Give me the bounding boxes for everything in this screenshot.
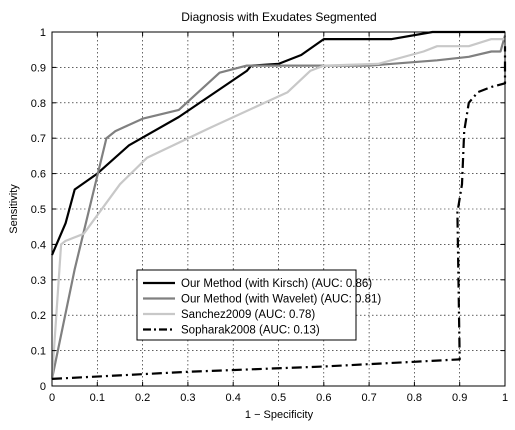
x-tick-label: 0	[49, 392, 55, 404]
x-tick-label: 1	[502, 392, 508, 404]
legend: Our Method (with Kirsch) (AUC: 0.86) Our …	[136, 269, 381, 341]
x-tick-label: 0.4	[226, 392, 241, 404]
grid	[52, 32, 505, 386]
legend-label-4: Sopharak2008 (AUC: 0.13)	[181, 325, 320, 337]
x-tick-label: 0.3	[180, 392, 195, 404]
y-tick-label: 0.4	[31, 239, 46, 251]
y-tick-label: 0	[40, 381, 46, 393]
series-line-4	[51, 46, 507, 380]
chart-title: Diagnosis with Exudates Segmented	[181, 10, 376, 24]
series-line-2	[50, 35, 507, 380]
y-tick-label: 0.8	[31, 98, 46, 110]
legend-box	[136, 269, 357, 341]
x-tick-label: 0.6	[316, 392, 331, 404]
y-axis-label: Sensitivity	[8, 184, 20, 234]
series-layer	[50, 30, 507, 380]
series-line-1	[50, 30, 505, 256]
legend-label-1: Our Method (with Kirsch) (AUC: 0.86)	[181, 278, 372, 290]
series-line-3	[50, 37, 505, 379]
y-tick-label: 0.2	[31, 310, 46, 322]
x-tick-label: 0.7	[361, 392, 376, 404]
x-tick-label: 0.2	[135, 392, 150, 404]
x-tick-label: 0.9	[452, 392, 467, 404]
legend-label-2: Our Method (with Wavelet) (AUC: 0.81)	[181, 294, 381, 306]
y-tick-label: 0.1	[31, 346, 46, 358]
x-tick-label: 0.5	[271, 392, 286, 404]
y-tick-label: 0.5	[31, 204, 46, 216]
axis-ticks: 00 0.1 0.1 0.2 0.2 0.3 0.3 0.4 0.4 0.5 0.5 0.6 0.6 0.…	[31, 27, 508, 404]
x-tick-label: 0.8	[407, 392, 422, 404]
y-tick-label: 0.7	[31, 133, 46, 145]
y-tick-label: 0.9	[31, 62, 46, 74]
y-tick-label: 1	[40, 27, 46, 39]
legend-label-3: Sanchez2009 (AUC: 0.78)	[181, 309, 315, 321]
x-tick-label: 0.1	[90, 392, 105, 404]
y-tick-label: 0.3	[31, 275, 46, 287]
y-tick-label: 0.6	[31, 169, 46, 181]
x-axis-label: 1 − Specificity	[245, 409, 314, 421]
